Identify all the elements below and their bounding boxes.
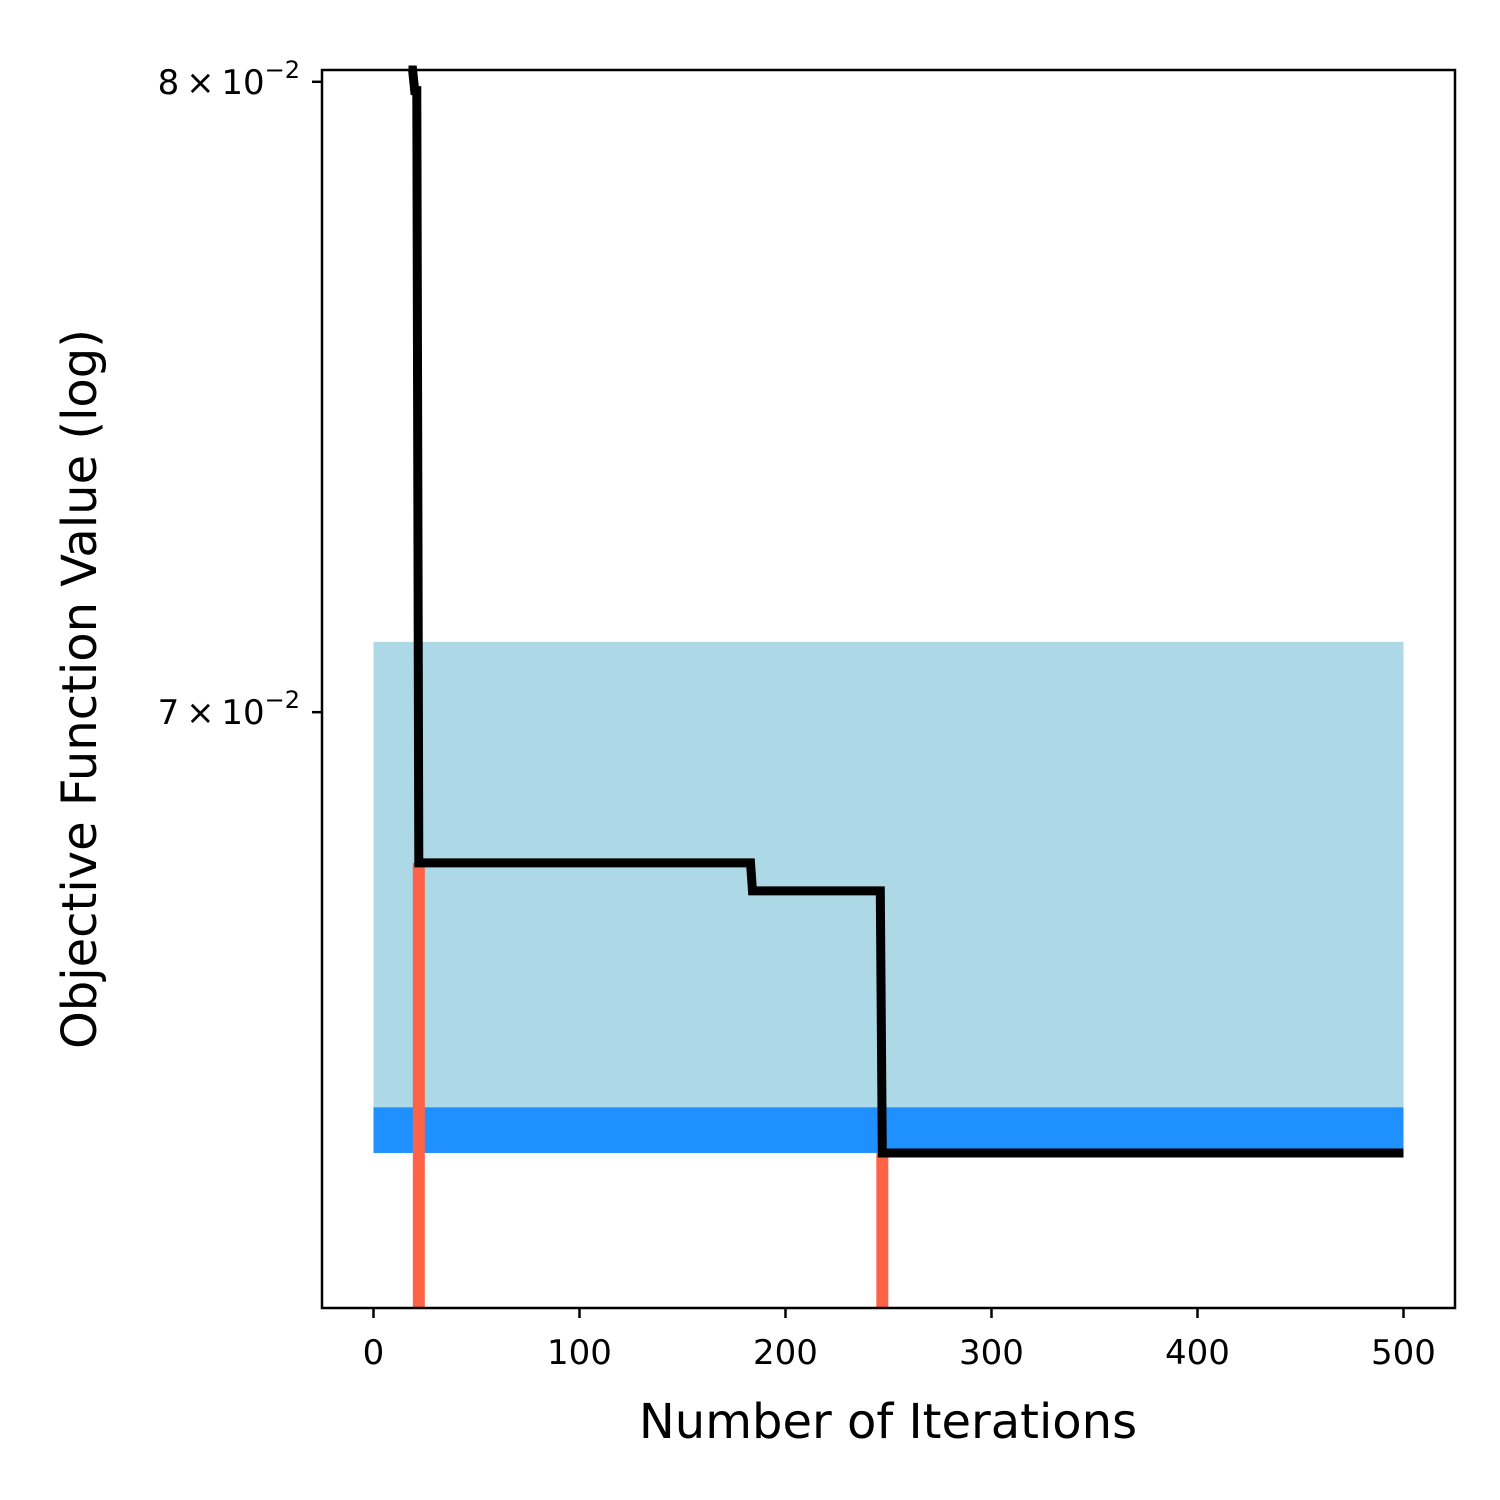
y-tick-label: 8 × 10−2	[158, 56, 300, 103]
series-lines	[408, 65, 1404, 1158]
vertical-markers	[412, 862, 889, 1308]
x-tick-label: 300	[959, 1333, 1024, 1373]
series-line-0	[408, 65, 1404, 1158]
x-tick-label: 200	[753, 1333, 818, 1373]
y-axis-ticks: 7 × 10−2 8 × 10−2	[158, 56, 322, 733]
x-tick-label: 0	[363, 1333, 385, 1373]
x-tick-label: 400	[1165, 1333, 1230, 1373]
x-axis-title: Number of Iterations	[639, 1394, 1137, 1450]
plot-frame	[320, 68, 1457, 1310]
x-axis-ticks: 0 100 200 300 400 500	[363, 1308, 1436, 1373]
x-tick-label: 100	[547, 1333, 612, 1373]
y-tick-label: 7 × 10−2	[158, 686, 300, 733]
shaded-band-1	[373, 1107, 1404, 1153]
x-tick-label: 500	[1371, 1333, 1436, 1373]
shaded-bands	[373, 641, 1404, 1153]
shaded-band-0	[373, 641, 1404, 1108]
y-axis-title: Objective Function Value (log)	[52, 329, 108, 1049]
